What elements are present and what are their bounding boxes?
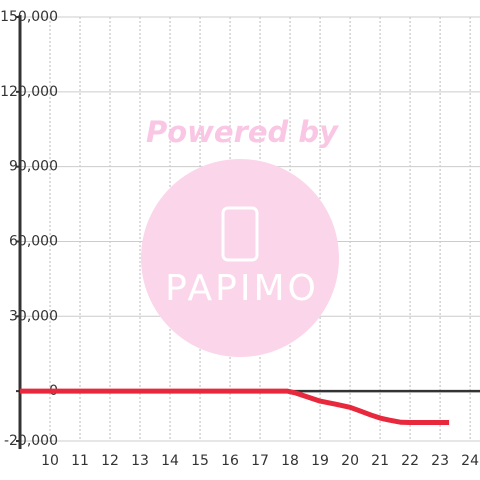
x-tick-label: 15 [191,453,209,469]
x-tick-label: 24 [461,453,479,469]
watermark-text: Powered by [146,115,339,149]
y-tick-label: 150,000 [0,9,58,25]
x-tick-label: 11 [71,453,89,469]
data-line [20,388,450,426]
x-tick-label: 22 [401,453,419,469]
watermark-circle [141,159,339,357]
watermark-text: PAPIMO [165,268,319,309]
y-tick-label: 120,000 [0,84,58,100]
x-tick-label: 18 [281,453,299,469]
x-tick-label: 12 [101,453,119,469]
x-tick-label: 17 [251,453,269,469]
x-tick-label: 14 [161,453,179,469]
plot: 10 11 12 13 14 15 16 17 18 19 20 21 22 23 24-20,000030… [0,9,480,469]
x-tick-label: 20 [341,453,359,469]
x-tick-label: 23 [431,453,449,469]
x-tick-label: 21 [371,453,389,469]
x-tick-label: 13 [131,453,149,469]
watermark-icon [221,206,259,262]
x-tick-label: 16 [221,453,239,469]
y-tick-label: 90,000 [9,159,58,175]
x-tick-label: 19 [311,453,329,469]
x-tick-label: 10 [41,453,59,469]
y-tick-label: -20,000 [4,433,58,449]
y-tick-label: 30,000 [9,308,58,324]
y-tick-label: 60,000 [9,233,58,249]
watermark: Powered by PAPIMO [141,115,339,357]
